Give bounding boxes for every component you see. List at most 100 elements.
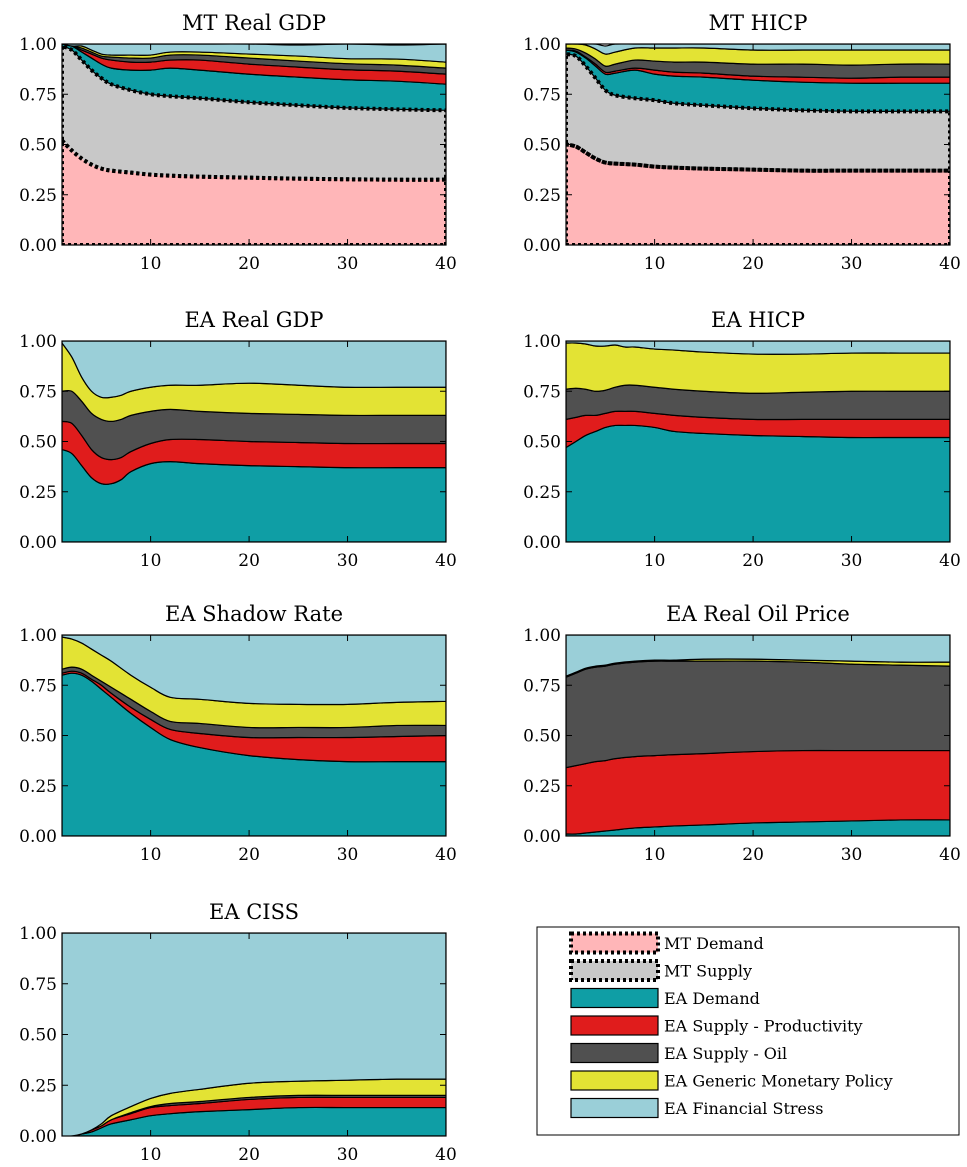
x-tick-label: 40 (939, 551, 961, 571)
legend-swatch (570, 1042, 659, 1064)
panel-ea-shadow-rate: 0.00 0.25 0.50 0.75 1.00 10 20 30 40 EA Shadow Ra… (19, 602, 457, 865)
panel-title: MT HICP (709, 11, 808, 35)
y-tick-label: 0.00 (19, 827, 57, 847)
legend-swatch (569, 931, 660, 955)
y-tick-label: 0.00 (19, 236, 57, 256)
x-tick-label: 40 (435, 845, 457, 865)
x-tick-label: 30 (337, 1145, 359, 1165)
x-tick-label: 40 (939, 845, 961, 865)
y-tick-label: 0.25 (19, 1076, 57, 1096)
dotted-outline (566, 52, 950, 173)
x-tick-label: 20 (238, 1145, 260, 1165)
panel-title: EA Real Oil Price (666, 602, 850, 626)
legend-swatch (570, 987, 659, 1009)
x-tick-label: 20 (742, 845, 764, 865)
area-ea-financial-stress (62, 341, 446, 399)
area-mt-supply (62, 46, 446, 180)
stack-areas (566, 341, 950, 542)
x-tick-label: 30 (841, 845, 863, 865)
legend-entry-ea-supply-productivity: EA Supply - Productivity (570, 1015, 863, 1036)
y-tick-label: 0.00 (523, 533, 561, 553)
y-tick-label: 0.75 (19, 975, 57, 995)
legend-label: MT Demand (664, 934, 764, 953)
x-tick-label: 10 (140, 551, 162, 571)
y-tick-label: 1.00 (523, 626, 561, 646)
x-tick-label: 30 (841, 254, 863, 274)
panel-title: EA Shadow Rate (165, 602, 343, 626)
y-tick-label: 0.25 (19, 483, 57, 503)
stack-areas (62, 44, 446, 245)
legend-label: EA Generic Monetary Policy (664, 1072, 893, 1091)
y-tick-label: 0.25 (523, 483, 561, 503)
panel-title: EA Real GDP (184, 308, 323, 332)
x-tick-label: 30 (337, 845, 359, 865)
stack-areas (566, 44, 950, 245)
x-tick-label: 20 (742, 254, 764, 274)
x-tick-label: 10 (140, 254, 162, 274)
panel-title: MT Real GDP (182, 11, 326, 35)
y-tick-label: 1.00 (19, 332, 57, 352)
y-tick-label: 0.50 (523, 727, 561, 747)
area-ea-financial-stress (62, 44, 446, 63)
panel-mt-real-gdp: 0.00 0.25 0.50 0.75 1.00 10 20 30 40 MT Real GDP (19, 11, 457, 274)
legend-entry-ea-generic-monetary-policy: EA Generic Monetary Policy (570, 1070, 893, 1091)
x-tick-label: 40 (939, 254, 961, 274)
x-tick-label: 40 (435, 1145, 457, 1165)
x-tick-label: 30 (337, 551, 359, 571)
legend-swatch (570, 1070, 659, 1091)
legend-swatch (570, 1015, 659, 1036)
y-tick-label: 0.75 (19, 382, 57, 402)
y-tick-label: 0.75 (19, 85, 57, 105)
area-ea-financial-stress (566, 341, 950, 355)
y-tick-label: 0.50 (523, 433, 561, 453)
x-tick-label: 10 (140, 1145, 162, 1165)
panel-ea-real-oil-price: 0.00 0.25 0.50 0.75 1.00 10 20 30 40 EA Real Oil … (523, 602, 961, 865)
x-tick-label: 40 (435, 254, 457, 274)
legend-entry-ea-financial-stress: EA Financial Stress (570, 1097, 823, 1119)
legend-entry-mt-supply: MT Supply (569, 959, 752, 982)
y-tick-label: 0.50 (19, 433, 57, 453)
x-tick-label: 20 (238, 845, 260, 865)
y-tick-label: 0.75 (523, 676, 561, 696)
area-mt-demand (62, 140, 446, 245)
y-tick-label: 0.00 (19, 1127, 57, 1147)
y-tick-label: 0.75 (19, 676, 57, 696)
panel-ea-ciss: 0.00 0.25 0.50 0.75 1.00 10 20 30 40 EA CISS (19, 900, 457, 1165)
legend-entry-ea-supply-oil: EA Supply - Oil (570, 1042, 787, 1064)
panel-ea-hicp: 0.00 0.25 0.50 0.75 1.00 10 20 30 40 EA HICP (523, 308, 961, 571)
x-tick-label: 10 (644, 845, 666, 865)
stack-areas (566, 635, 950, 836)
area-mt-supply (566, 54, 950, 171)
x-tick-label: 10 (140, 845, 162, 865)
stack-areas (62, 933, 446, 1136)
y-tick-label: 0.00 (523, 236, 561, 256)
legend-label: EA Supply - Oil (664, 1044, 787, 1063)
legend-swatch (570, 1097, 659, 1119)
stack-areas (62, 635, 446, 836)
panel-mt-hicp: 0.00 0.25 0.50 0.75 1.00 10 20 30 40 MT HICP (523, 11, 961, 274)
y-tick-label: 0.25 (523, 777, 561, 797)
x-tick-label: 10 (644, 551, 666, 571)
area-mt-demand (566, 144, 950, 245)
x-tick-label: 20 (238, 254, 260, 274)
area-ea-financial-stress (62, 933, 446, 1136)
y-tick-label: 0.50 (19, 727, 57, 747)
legend-label: EA Demand (664, 989, 760, 1008)
y-tick-label: 0.25 (523, 186, 561, 206)
x-tick-label: 20 (238, 551, 260, 571)
x-tick-label: 40 (435, 551, 457, 571)
panel-title: EA HICP (711, 308, 805, 332)
x-tick-label: 10 (644, 254, 666, 274)
x-tick-label: 30 (841, 551, 863, 571)
y-tick-label: 1.00 (19, 35, 57, 55)
y-tick-label: 0.00 (19, 533, 57, 553)
y-tick-label: 0.00 (523, 827, 561, 847)
y-tick-label: 0.50 (19, 1026, 57, 1046)
y-tick-label: 0.75 (523, 382, 561, 402)
y-tick-label: 0.25 (19, 186, 57, 206)
area-ea-demand (566, 424, 950, 542)
legend-label: EA Financial Stress (664, 1099, 823, 1118)
y-tick-label: 1.00 (523, 35, 561, 55)
panel-ea-real-gdp: 0.00 0.25 0.50 0.75 1.00 10 20 30 40 EA Real GDP (19, 308, 457, 571)
stack-areas (62, 341, 446, 542)
